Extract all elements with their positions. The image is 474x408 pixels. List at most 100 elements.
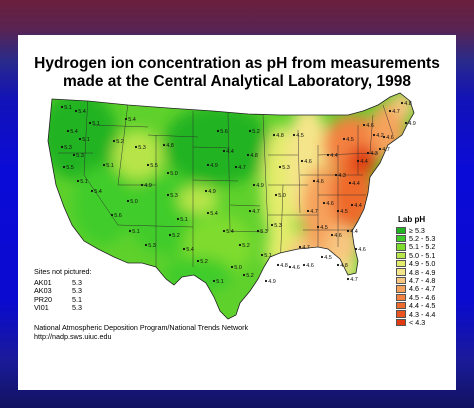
legend-swatch	[396, 243, 406, 251]
site-marker: 5.4	[182, 247, 194, 253]
site-value-label: 5.2	[200, 259, 208, 265]
site-marker: 4.4	[346, 229, 358, 235]
site-value-label: 4.5	[346, 137, 354, 143]
site-value-label: 5.6	[114, 213, 122, 219]
legend-swatch	[396, 318, 406, 327]
site-marker: 4.2	[372, 133, 384, 139]
site-marker: 5.3	[134, 145, 146, 151]
site-dot	[378, 147, 382, 151]
legend-item: 4.7 - 4.8	[396, 276, 456, 286]
site-dot	[140, 183, 144, 187]
site-value: 5.3	[72, 302, 82, 312]
site-marker: 5.2	[238, 243, 250, 249]
site-value-label: 5.1	[132, 229, 140, 235]
site-marker: 5.1	[78, 137, 90, 143]
site-dot	[362, 123, 366, 127]
site-marker: 5.4	[206, 211, 218, 217]
site-value-label: 4.4	[360, 159, 368, 165]
site-dot	[382, 135, 386, 139]
site-value-label: 5.4	[70, 129, 78, 135]
site-dot	[62, 165, 66, 169]
site-dot	[342, 137, 346, 141]
legend-swatch	[396, 293, 406, 302]
site-dot	[234, 165, 238, 169]
legend-item: 5.1 - 5.2	[396, 242, 456, 251]
site-dot	[330, 233, 334, 237]
site-value-label: 4.7	[310, 209, 318, 215]
credits-org: National Atmospheric Deposition Program/…	[34, 323, 249, 332]
site-value-label: 4.6	[326, 201, 334, 207]
site-dot	[212, 279, 216, 283]
site-dot	[248, 209, 252, 213]
site-value-label: 5.3	[260, 229, 268, 235]
site-dot	[276, 263, 280, 267]
credits: National Atmospheric Deposition Program/…	[34, 323, 248, 341]
legend-label: 4.7 - 4.8	[409, 276, 436, 286]
site-marker: 4.8	[246, 153, 258, 159]
site-marker: 4.6	[354, 247, 366, 253]
site-marker: 4.6	[330, 233, 342, 239]
site-dot	[270, 223, 274, 227]
site-value-label: 5.0	[170, 171, 178, 177]
site-value-label: 4.8	[276, 133, 284, 139]
site-dot	[348, 181, 352, 185]
site-value-label: 5.3	[138, 145, 146, 151]
site-marker: 4.5	[292, 133, 304, 139]
site-marker: 5.6	[216, 129, 228, 135]
site-dot	[112, 139, 116, 143]
site-marker: 5.1	[76, 179, 88, 185]
legend-swatch	[396, 302, 406, 310]
site-marker: 4.5	[342, 137, 354, 143]
site-id: AK03	[34, 286, 52, 296]
legend-label: 4.3 - 4.4	[409, 309, 436, 319]
legend-items: ≥ 5.3 5.2 - 5.3 5.1 - 5.2 5.0 - 5.1 4.9 - 5.…	[396, 226, 456, 327]
site-dot	[102, 163, 106, 167]
site-value-label: 4.8	[280, 263, 288, 269]
site-marker: 4.9	[140, 183, 152, 189]
figure-panel: Hydrogen ion concentration as pH from me…	[18, 35, 456, 390]
site-value-label: 4.5	[296, 133, 304, 139]
site-marker: 4.9	[206, 163, 218, 169]
site-value: 5.3	[72, 286, 82, 296]
site-value-label: 4.7	[252, 209, 260, 215]
legend-label: 4.8 - 4.9	[409, 267, 436, 277]
site-dot	[206, 211, 210, 215]
site-marker: 5.3	[60, 145, 72, 151]
site-value-label: 5.1	[106, 163, 114, 169]
site-dot	[260, 253, 264, 257]
site-dot	[300, 159, 304, 163]
legend-label: 4.6 - 4.7	[409, 284, 436, 294]
ph-legend: Lab pH ≥ 5.3 5.2 - 5.3 5.1 - 5.2 5.0 - 5.1 4…	[396, 215, 456, 327]
legend-label: 4.4 - 4.5	[409, 301, 436, 311]
credits-url[interactable]: http://nadp.sws.uiuc.edu	[34, 332, 112, 341]
site-value-label: 4.6	[386, 135, 394, 141]
site-value-label: 4.7	[382, 147, 390, 153]
site-value-label: 4.5	[320, 225, 328, 231]
site-marker: 5.0	[274, 193, 286, 199]
site-value-label: 4.4	[226, 149, 234, 155]
legend-swatch	[396, 310, 406, 318]
site-dot	[336, 209, 340, 213]
site-marker: 4.7	[234, 165, 246, 171]
site-dot	[182, 247, 186, 251]
site-value-label: 4.9	[210, 163, 218, 169]
legend-item: 4.9 - 5.0	[396, 259, 456, 268]
legend-item: 5.2 - 5.3	[396, 234, 456, 243]
site-marker: 4.9	[204, 189, 216, 195]
site-marker: 5.3	[256, 229, 268, 235]
site-dot	[60, 145, 64, 149]
site-value-label: 4.6	[304, 159, 312, 165]
title-line-2: made at the Central Analytical Laborator…	[62, 73, 411, 90]
site-marker: 4.6	[382, 135, 394, 141]
site-dot	[334, 173, 338, 177]
not-pictured-title: Sites not pictured:	[34, 267, 92, 276]
site-value-label: 5.2	[242, 243, 250, 249]
site-marker: 5.3	[166, 193, 178, 199]
site-marker: 5.0	[126, 199, 138, 205]
site-marker: 5.2	[112, 139, 124, 145]
site-dot	[166, 171, 170, 175]
site-dot	[346, 229, 350, 233]
site-marker: 4.7	[378, 147, 390, 153]
site-marker: 4.6	[302, 263, 314, 269]
site-value-label: 4.9	[408, 121, 416, 127]
